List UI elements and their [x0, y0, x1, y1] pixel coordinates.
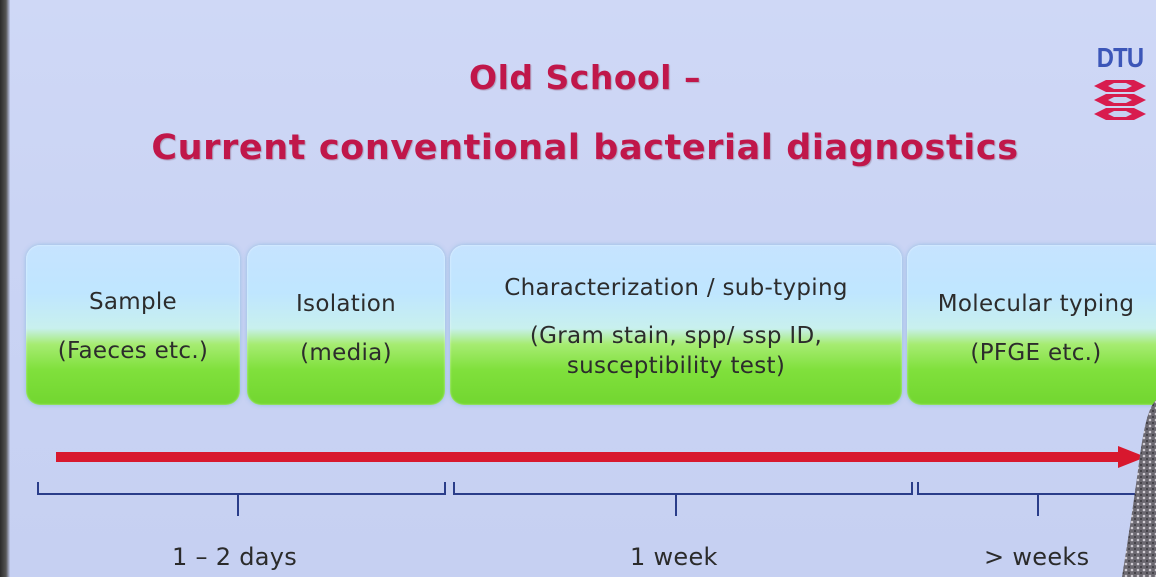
step-isolation-box: Isolation (media) [247, 245, 445, 405]
step-isolation-detail: (media) [300, 340, 392, 366]
step-molecular-typing-detail: (PFGE etc.) [970, 340, 1102, 366]
timeline-arrow-icon [56, 446, 1146, 468]
step-characterization-name: Characterization / sub-typing [504, 275, 848, 301]
duration-weeks-label: > weeks [984, 543, 1090, 571]
bracket-week [453, 482, 913, 516]
dtu-logo: DTU [1092, 42, 1148, 126]
bracket-days [37, 482, 446, 516]
step-isolation-name: Isolation [295, 291, 397, 317]
step-sample-name: Sample [88, 289, 178, 315]
step-sample-box: Sample (Faeces etc.) [26, 245, 240, 405]
step-molecular-typing-box: Molecular typing (PFGE etc.) [907, 245, 1156, 405]
dtu-logo-mark-icon [1094, 80, 1146, 120]
slide-left-edge [0, 0, 10, 577]
duration-days-label: 1 – 2 days [172, 543, 298, 571]
timeline-brackets [37, 482, 1140, 516]
bracket-weeks [917, 482, 1140, 516]
step-sample-detail: (Faeces etc.) [57, 338, 209, 364]
dtu-logo-text: DTU [1096, 42, 1144, 73]
slide-title-line2: Current conventional bacterial diagnosti… [151, 128, 1019, 168]
slide-title-line1: Old School – [469, 58, 701, 97]
step-molecular-typing-name: Molecular typing [937, 291, 1135, 317]
step-characterization-detail-line1: (Gram stain, spp/ ssp ID, [529, 323, 823, 349]
step-characterization-box: Characterization / sub-typing (Gram stai… [450, 245, 902, 405]
step-characterization-detail-line2: susceptibility test) [566, 353, 786, 379]
duration-week-label: 1 week [630, 543, 718, 571]
presenter-silhouette [1122, 400, 1156, 577]
